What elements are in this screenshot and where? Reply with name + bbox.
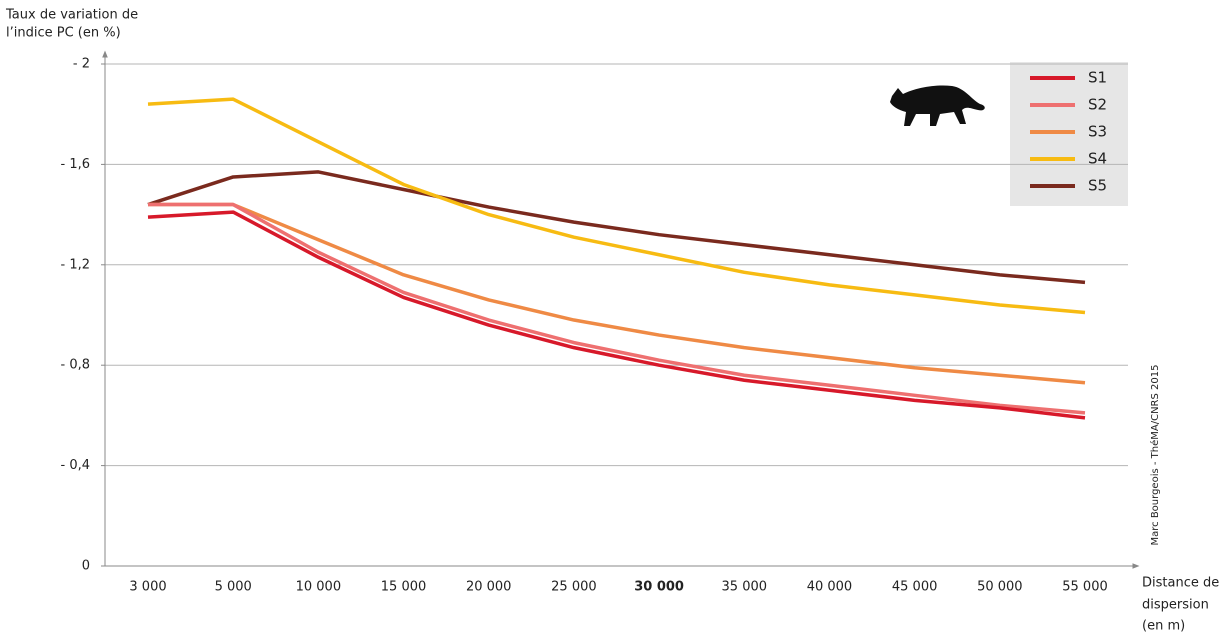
legend-label: S3 [1088, 123, 1107, 141]
x-axis-title: Distance de [1142, 576, 1219, 591]
x-tick-label: 15 000 [381, 580, 427, 595]
x-tick-label: 20 000 [466, 580, 512, 595]
x-tick-label: 50 000 [977, 580, 1023, 595]
x-axis-title: dispersion [1142, 598, 1209, 613]
x-tick-label: 30 000 [634, 580, 684, 595]
x-axis-title: (en m) [1142, 619, 1185, 634]
y-tick-label: 0 [82, 559, 90, 574]
x-tick-label: 55 000 [1062, 580, 1108, 595]
legend-label: S5 [1088, 177, 1107, 195]
series-line [147, 210, 1086, 420]
y-tick-label: - 0,8 [61, 358, 91, 373]
x-tick-label: 35 000 [722, 580, 768, 595]
y-axis-title: l’indice PC (en %) [6, 26, 121, 41]
x-tick-label: 45 000 [892, 580, 938, 595]
series-line [148, 202, 1086, 385]
y-tick-label: - 1,2 [61, 257, 91, 272]
series-line [148, 202, 1086, 415]
credit: Marc Bourgeois - ThéMA/CNRS 2015 [1149, 365, 1161, 546]
legend-label: S2 [1088, 96, 1107, 114]
x-tick-label: 5 000 [215, 580, 252, 595]
y-tick-label: - 2 [73, 57, 90, 72]
legend-label: S4 [1088, 150, 1107, 168]
series-line [147, 170, 1086, 285]
legend-label: S1 [1088, 69, 1107, 87]
x-tick-label: 25 000 [551, 580, 597, 595]
series-line [147, 97, 1086, 315]
x-tick-label: 3 000 [129, 580, 166, 595]
y-tick-label: - 1,6 [61, 157, 91, 172]
animal-icon [890, 85, 985, 126]
x-tick-label: 10 000 [296, 580, 342, 595]
y-tick-label: - 0,4 [61, 458, 91, 473]
x-tick-label: 40 000 [807, 580, 853, 595]
y-axis-title: Taux de variation de [5, 8, 138, 23]
